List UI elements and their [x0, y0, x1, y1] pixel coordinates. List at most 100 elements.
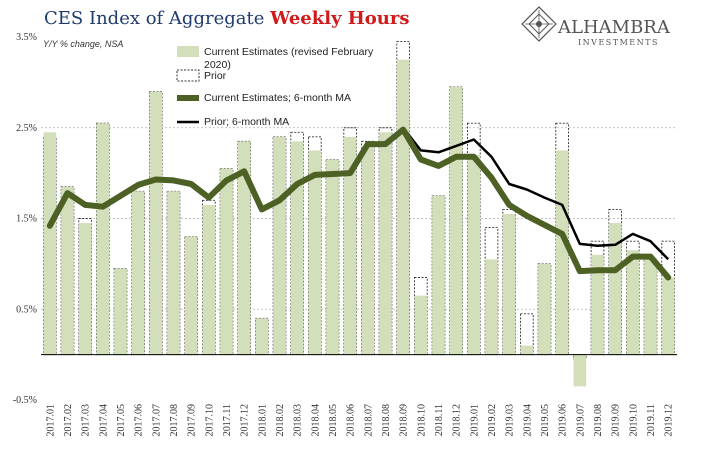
bar-current	[273, 136, 286, 355]
bar-current	[290, 141, 304, 355]
x-ticks: 2017.01 2017.02 2017.03 2017.04 2017.05 2017.…	[45, 404, 674, 437]
bar-current	[96, 123, 110, 355]
x-tick-label: 2018.05	[328, 404, 339, 437]
chart-title-part1: CES Index of Aggregate	[44, 8, 270, 29]
y-axis-label: Y/Y % change, NSA	[43, 39, 123, 49]
x-tick-label: 2017.03	[81, 404, 92, 437]
bar-current	[237, 141, 251, 355]
x-tick-label: 2018.02	[275, 404, 286, 437]
bar-current	[255, 318, 269, 355]
y-tick-label: 1.5%	[16, 214, 37, 225]
x-tick-label: 2017.07	[151, 404, 162, 437]
x-tick-label: 2018.04	[310, 404, 321, 437]
bar-current	[131, 191, 145, 355]
x-tick-label: 2019.02	[487, 404, 498, 437]
bar-current	[432, 195, 445, 355]
bar-current	[414, 295, 428, 355]
x-tick-label: 2018.01	[257, 404, 268, 437]
bar-current	[485, 259, 498, 355]
x-tick-label: 2017.09	[187, 404, 198, 437]
x-tick-label: 2017.06	[134, 404, 145, 437]
bar-current	[167, 191, 180, 355]
x-tick-label: 2017.01	[45, 404, 56, 437]
bar-current	[573, 354, 587, 387]
bar-current	[644, 259, 657, 355]
brand-tagline: INVESTMENTS	[578, 38, 659, 47]
brand-name: ALHAMBRA	[557, 17, 671, 38]
y-tick-label: -0.5%	[13, 395, 37, 406]
x-tick-label: 2019.09	[611, 404, 622, 437]
x-tick-label: 2018.07	[363, 404, 374, 437]
x-tick-label: 2019.01	[469, 404, 480, 437]
bar-current	[202, 204, 216, 355]
x-tick-label: 2017.05	[116, 404, 127, 437]
bar-current	[184, 236, 198, 355]
bar-current	[661, 277, 675, 355]
bar-current	[326, 159, 339, 355]
bar-current	[538, 263, 551, 355]
grid-lines	[41, 127, 677, 310]
x-tick-label: 2019.08	[593, 404, 604, 437]
x-tick-label: 2017.02	[63, 404, 74, 437]
bar-current	[608, 223, 622, 355]
y-tick-label: 3.5%	[16, 32, 37, 43]
bar-current	[502, 213, 516, 355]
legend-label-prior-ma: Prior; 6-month MA	[204, 116, 289, 128]
bar-current	[149, 91, 163, 355]
y-ticks: 3.5% 2.5% 1.5% 0.5% -0.5%	[13, 32, 37, 406]
legend-label-current: Current Estimates (revised February	[204, 46, 374, 58]
legend-swatch-current	[177, 46, 199, 57]
x-tick-label: 2018.06	[346, 404, 357, 437]
alhambra-diamond-logo-icon	[521, 6, 557, 42]
legend-label-prior: Prior	[204, 70, 227, 82]
x-tick-label: 2019.06	[558, 404, 569, 437]
x-tick-label: 2018.12	[452, 404, 463, 437]
bar-current	[379, 132, 392, 355]
x-tick-label: 2019.10	[628, 404, 639, 437]
chart-title-part2: Weekly Hours	[269, 8, 409, 29]
bar-current	[61, 186, 74, 355]
bar-current	[449, 86, 463, 355]
x-tick-label: 2018.08	[381, 404, 392, 437]
x-tick-label: 2019.12	[664, 404, 675, 437]
legend-swatch-prior	[176, 69, 200, 82]
bar-current	[220, 168, 233, 355]
x-tick-label: 2017.04	[98, 404, 109, 437]
bar-current	[43, 132, 57, 355]
x-tick-label: 2017.11	[222, 404, 233, 436]
x-tick-label: 2019.11	[646, 404, 657, 436]
x-tick-label: 2017.12	[240, 404, 251, 437]
bar-current	[467, 154, 481, 355]
chart-title: CES Index of Aggregate Weekly Hours	[44, 8, 410, 29]
legend-label-current-ma: Current Estimates; 6-month MA	[204, 92, 351, 104]
x-tick-label: 2019.05	[540, 404, 551, 437]
x-tick-label: 2019.03	[505, 404, 516, 437]
x-tick-label: 2018.10	[416, 404, 427, 437]
legend: Current Estimates (revised February 2020…	[176, 46, 374, 128]
bar-current	[78, 223, 92, 355]
x-tick-label: 2019.04	[522, 404, 533, 437]
x-tick-label: 2018.09	[399, 404, 410, 437]
x-tick-label: 2019.07	[575, 404, 586, 437]
current-bars	[43, 59, 675, 387]
x-tick-label: 2018.03	[293, 404, 304, 437]
bar-current	[591, 254, 604, 355]
x-tick-label: 2017.08	[169, 404, 180, 437]
legend-label-current-line2: 2020)	[204, 59, 231, 71]
x-tick-label: 2017.10	[204, 404, 215, 437]
bar-current	[520, 345, 534, 355]
bar-current	[114, 268, 127, 355]
bar-current	[555, 150, 569, 355]
bar-current	[626, 250, 640, 355]
ma-lines	[46, 126, 672, 281]
y-tick-label: 0.5%	[16, 304, 37, 315]
y-tick-label: 2.5%	[16, 123, 37, 134]
bar-current	[396, 59, 410, 355]
bar-current	[361, 145, 375, 355]
line-current-ma	[46, 126, 672, 281]
x-tick-label: 2018.11	[434, 404, 445, 436]
line-prior-ma	[402, 127, 670, 261]
bar-current	[343, 136, 357, 355]
bar-current	[308, 150, 322, 355]
